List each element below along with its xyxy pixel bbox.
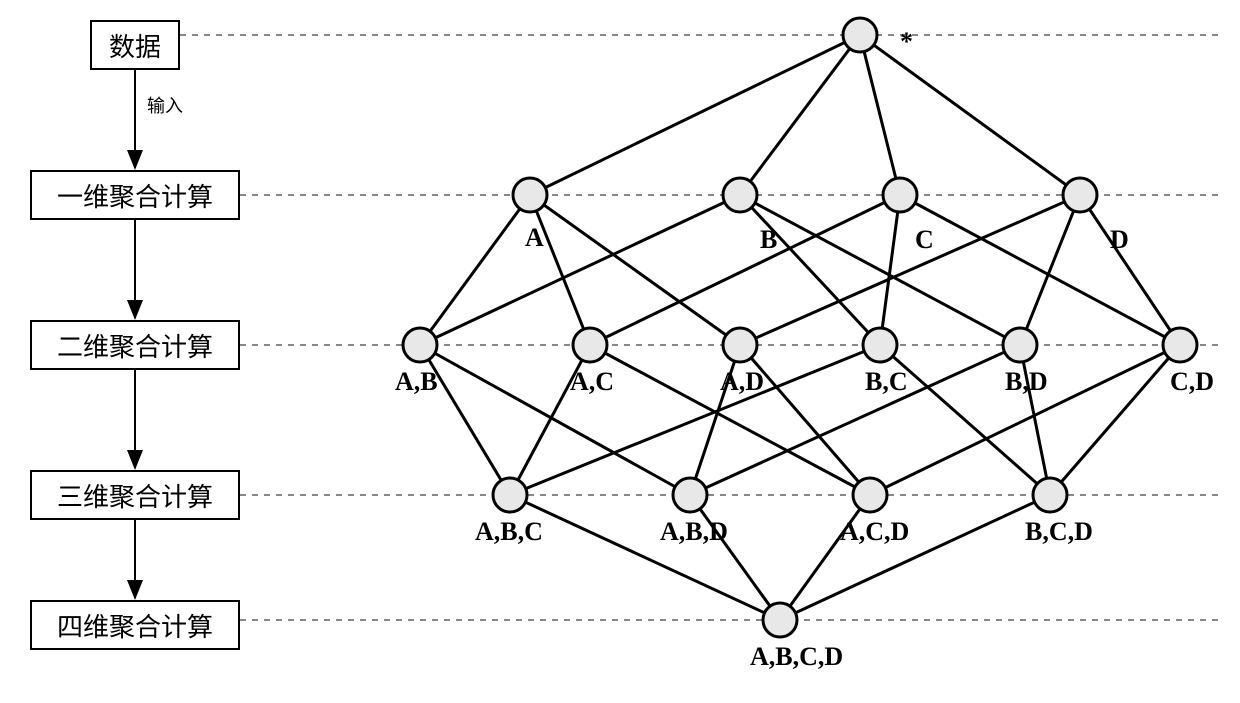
lattice-edge [420, 195, 740, 345]
lattice-node-BC [863, 328, 897, 362]
lattice-node-label-D: D [1110, 225, 1129, 255]
lattice-edge [900, 195, 1180, 345]
lattice-edge [740, 195, 1020, 345]
lattice-node-label-AB: A,B [395, 367, 438, 397]
lattice-edge [690, 495, 780, 620]
lattice-node-label-top: * [900, 27, 913, 57]
lattice-node-top [843, 18, 877, 52]
lattice-node-D [1063, 178, 1097, 212]
lattice-edge [740, 195, 1080, 345]
lattice-node-AD [723, 328, 757, 362]
lattice-edge [530, 35, 860, 195]
lattice-node-B [723, 178, 757, 212]
lattice-node-C [883, 178, 917, 212]
lattice-edge [860, 35, 1080, 195]
lattice-node-AC [573, 328, 607, 362]
lattice-node-label-ABD: A,B,D [660, 517, 728, 547]
lattice-node-label-BCD: B,C,D [1025, 517, 1093, 547]
lattice-edge [530, 195, 740, 345]
flow-box-data: 数据 [90, 20, 180, 70]
lattice-node-ABCD [763, 603, 797, 637]
flow-box-dim2: 二维聚合计算 [30, 320, 240, 370]
lattice-node-label-BC: B,C [865, 367, 908, 397]
flow-box-label: 数据 [109, 27, 161, 64]
lattice-node-label-AD: A,D [720, 367, 764, 397]
lattice-edge [1080, 195, 1180, 345]
lattice-node-ABD [673, 478, 707, 512]
lattice-node-A [513, 178, 547, 212]
lattice-node-label-B: B [760, 225, 777, 255]
lattice-node-BCD [1033, 478, 1067, 512]
flow-box-label: 二维聚合计算 [57, 327, 213, 364]
lattice-node-label-CD: C,D [1170, 367, 1214, 397]
lattice-node-label-ABCD: A,B,C,D [750, 642, 843, 672]
lattice-edge [530, 195, 590, 345]
flow-box-label: 一维聚合计算 [57, 177, 213, 214]
flow-box-dim4: 四维聚合计算 [30, 600, 240, 650]
lattice-node-label-ACD: A,C,D [840, 517, 909, 547]
flow-box-dim3: 三维聚合计算 [30, 470, 240, 520]
lattice-edge [740, 35, 860, 195]
lattice-edge [420, 195, 530, 345]
flow-arrow-label: 输入 [147, 92, 183, 118]
lattice-edge [590, 195, 900, 345]
flow-box-label: 四维聚合计算 [57, 607, 213, 644]
lattice-node-ABC [493, 478, 527, 512]
lattice-node-ACD [853, 478, 887, 512]
flow-box-label: 三维聚合计算 [57, 477, 213, 514]
lattice-node-AB [403, 328, 437, 362]
lattice-node-label-ABC: A,B,C [475, 517, 543, 547]
lattice-edge [1020, 195, 1080, 345]
lattice-edge [740, 195, 880, 345]
lattice-node-label-C: C [915, 225, 934, 255]
lattice-edge [510, 495, 780, 620]
lattice-edge [420, 345, 690, 495]
lattice-edge [1050, 345, 1180, 495]
lattice-edge [780, 495, 870, 620]
flow-box-dim1: 一维聚合计算 [30, 170, 240, 220]
lattice-edge [860, 35, 900, 195]
lattice-node-label-A: A [525, 223, 544, 253]
lattice-node-CD [1163, 328, 1197, 362]
lattice-node-BD [1003, 328, 1037, 362]
lattice-node-label-AC: A,C [570, 367, 614, 397]
lattice-edge [780, 495, 1050, 620]
lattice-edge [880, 195, 900, 345]
lattice-node-label-BD: B,D [1005, 367, 1048, 397]
lattice-edge [510, 345, 880, 495]
